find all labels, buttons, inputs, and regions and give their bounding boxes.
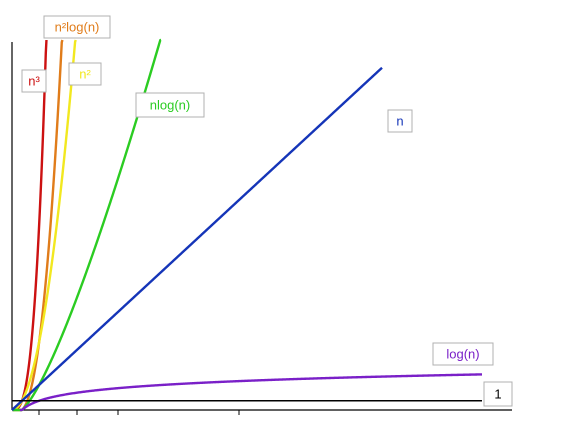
label-text-n-squared: n² [79, 67, 91, 82]
label-text-n-squared-log-n: n²log(n) [55, 20, 100, 35]
label-text-n-cubed: n³ [28, 74, 40, 89]
label-text-n: n [396, 114, 403, 129]
label-text-log-n: log(n) [446, 347, 479, 362]
label-text-n-log-n: nlog(n) [150, 98, 190, 113]
series-line-n-cubed [13, 40, 47, 410]
series-curves [12, 40, 482, 410]
label-n-cubed: n³ [22, 70, 46, 92]
series-line-log-n [20, 374, 482, 410]
label-log-n: log(n) [433, 343, 493, 365]
label-n: n [388, 110, 412, 132]
label-n-squared-log-n: n²log(n) [44, 16, 110, 38]
label-text-constant: 1 [494, 387, 501, 402]
label-constant: 1 [484, 382, 512, 406]
label-n-log-n: nlog(n) [136, 93, 204, 117]
label-n-squared: n² [69, 63, 101, 85]
